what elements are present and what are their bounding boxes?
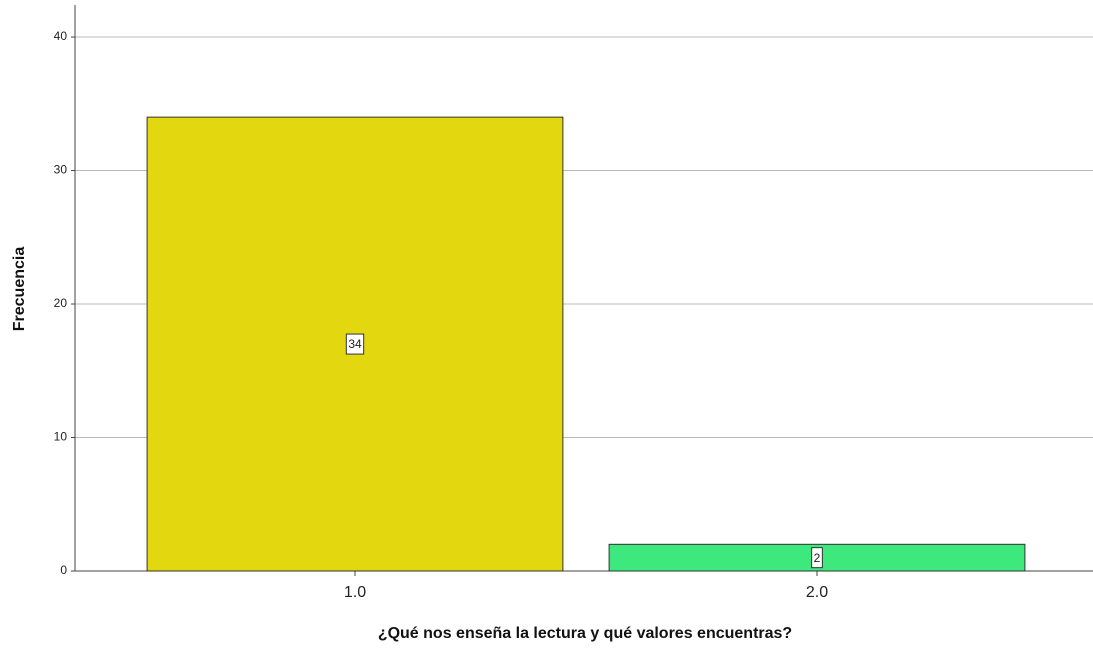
x-tick-label: 2.0	[806, 584, 828, 601]
value-label-box	[811, 547, 823, 569]
y-tick-label: 0	[60, 563, 67, 577]
x-tick-label: 1.0	[344, 584, 366, 601]
y-tick-label: 30	[54, 163, 68, 177]
y-tick-label: 20	[54, 296, 68, 310]
y-tick-label: 10	[54, 430, 68, 444]
value-label-box	[345, 333, 365, 355]
y-tick-label: 40	[54, 29, 68, 43]
value-label: 2	[814, 551, 821, 565]
value-label: 34	[348, 337, 362, 351]
y-axis-label: Frecuencia	[11, 247, 28, 332]
x-axis-label: ¿Qué nos enseña la lectura y qué valores…	[378, 625, 792, 642]
